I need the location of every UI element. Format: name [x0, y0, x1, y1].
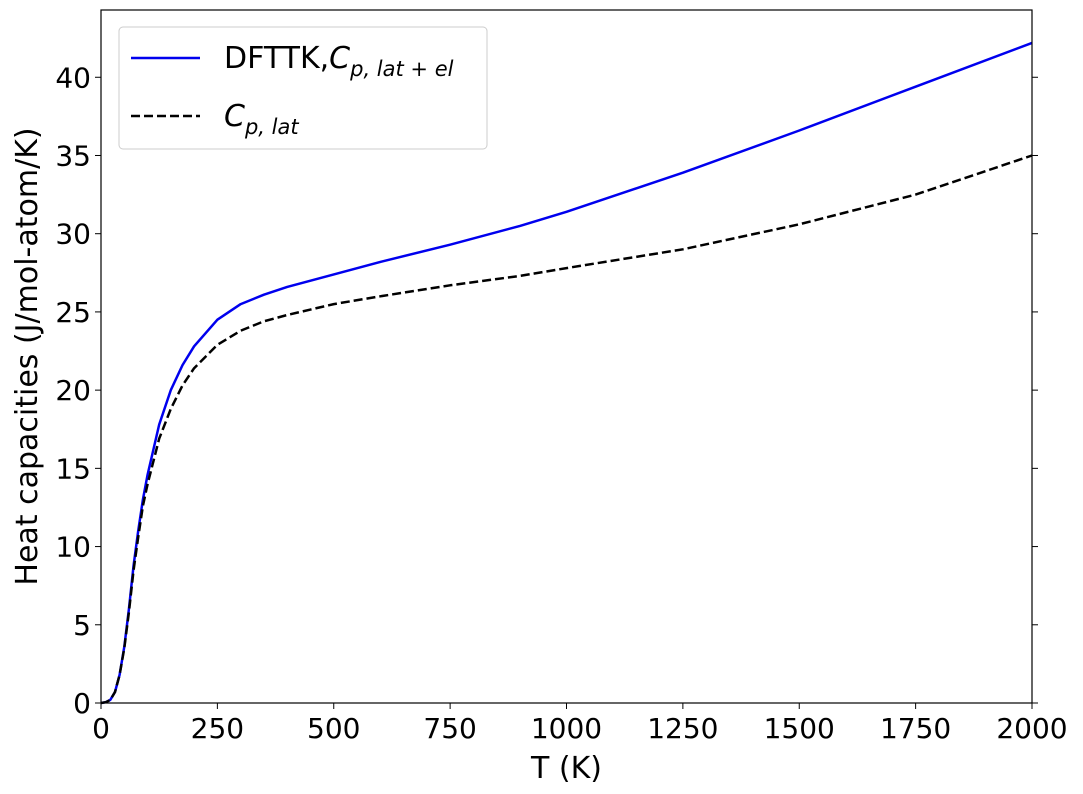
x-tick-label: 2000 [996, 712, 1067, 745]
plot-lines [100, 41, 1033, 705]
legend-label-subscript: p, lat + el [349, 57, 453, 81]
y-tick-label: 15 [55, 452, 91, 485]
y-tick-label: 40 [55, 61, 91, 94]
series-line-1 [100, 154, 1033, 705]
y-tick-label: 5 [73, 609, 91, 642]
x-tick-label: 250 [191, 712, 244, 745]
y-tick-label: 35 [55, 139, 91, 172]
y-tick-label: 25 [55, 296, 91, 329]
legend-label-subscript: p, lat [244, 115, 299, 139]
x-tick-label: 1250 [647, 712, 718, 745]
x-tick-label: 1500 [764, 712, 835, 745]
legend-label-main: DFTTK, [224, 41, 329, 76]
legend-label-symbol: C [224, 99, 245, 134]
legend-box [118, 26, 488, 150]
x-tick-label: 500 [307, 712, 360, 745]
y-axis-ticks: 0 5 10 15 20 25 30 35 40 [55, 61, 1038, 720]
x-tick-label: 1000 [531, 712, 602, 745]
x-axis-label: T (K) [530, 751, 602, 786]
legend-label-0: DFTTK,Cp, lat + el [224, 41, 454, 81]
legend-label-symbol: C [329, 41, 350, 76]
legend-label-1: Cp, lat [224, 99, 299, 139]
y-tick-label: 20 [55, 374, 91, 407]
x-axis-ticks: 0 250 500 750 1000 1250 1500 1750 2000 [92, 703, 1068, 745]
x-tick-label: 750 [423, 712, 476, 745]
series-line-0 [100, 41, 1033, 705]
x-tick-label: 1750 [880, 712, 951, 745]
y-tick-label: 30 [55, 218, 91, 251]
x-tick-label: 0 [92, 712, 110, 745]
y-tick-label: 10 [55, 531, 91, 564]
y-axis-label: Heat capacities (J/mol-atom/K) [10, 127, 45, 585]
y-tick-label: 0 [73, 687, 91, 720]
